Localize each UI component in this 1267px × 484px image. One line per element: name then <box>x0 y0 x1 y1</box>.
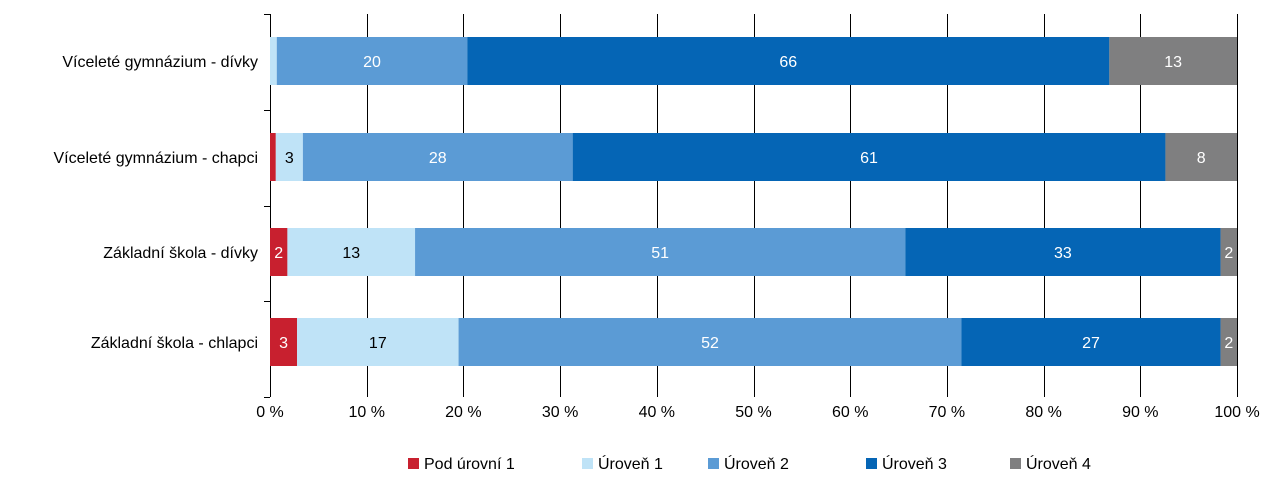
bar-segment <box>572 133 1166 181</box>
legend-label: Úroveň 2 <box>724 454 789 473</box>
bar-segment <box>961 318 1221 366</box>
bar-data-label: 2 <box>1224 245 1233 262</box>
bar-data-label: 3 <box>285 150 294 167</box>
legend-swatch <box>582 458 593 469</box>
bar-segment <box>270 37 277 85</box>
x-tick-label: 20 % <box>445 404 481 421</box>
bar-segment <box>415 228 906 276</box>
bar-data-label: 61 <box>860 150 878 167</box>
bar-segment <box>297 318 459 366</box>
legend-swatch <box>866 458 877 469</box>
x-tick-label: 0 % <box>256 404 284 421</box>
legend-swatch <box>708 458 719 469</box>
x-tick-label: 90 % <box>1122 404 1158 421</box>
bar-segment <box>905 228 1221 276</box>
legend-label: Pod úrovní 1 <box>424 456 515 473</box>
category-label: Víceleté gymnázium - chapci <box>53 150 258 167</box>
bar-segment <box>467 37 1110 85</box>
legend-label: Úroveň 4 <box>1026 454 1091 473</box>
bar-data-label: 13 <box>1164 54 1182 71</box>
category-label: Víceleté gymnázium - dívky <box>62 54 258 71</box>
bar-data-label: 20 <box>363 54 381 71</box>
x-tick-label: 30 % <box>542 404 578 421</box>
x-tick-label: 50 % <box>735 404 771 421</box>
bar-segment <box>302 133 573 181</box>
bar-data-label: 3 <box>279 335 288 352</box>
bar-segment <box>287 228 416 276</box>
bar-segment <box>270 228 288 276</box>
bar-segment <box>1109 37 1237 85</box>
bar-data-label: 66 <box>779 54 797 71</box>
category-label: Základní škola - chlapci <box>91 335 258 352</box>
bar-segment <box>275 133 303 181</box>
legend-label: Úroveň 1 <box>598 454 663 473</box>
bar-data-label: 2 <box>1224 335 1233 352</box>
bar-data-label: 27 <box>1082 335 1100 352</box>
bar-segment <box>458 318 962 366</box>
bar-segment <box>1165 133 1237 181</box>
bar-data-label: 8 <box>1197 150 1206 167</box>
bar-data-label: 17 <box>369 335 387 352</box>
category-label: Základní škola - dívky <box>103 245 258 262</box>
x-tick-label: 80 % <box>1025 404 1061 421</box>
bar-data-label: 51 <box>651 245 669 262</box>
x-tick-label: 100 % <box>1214 404 1259 421</box>
bar-data-label: 13 <box>342 245 360 262</box>
bar-data-label: 33 <box>1054 245 1072 262</box>
legend-swatch <box>1010 458 1021 469</box>
bar-segment <box>1220 228 1237 276</box>
x-tick-label: 40 % <box>639 404 675 421</box>
legend-swatch <box>408 458 419 469</box>
bar-segment <box>1220 318 1237 366</box>
bar-data-label: 2 <box>274 245 283 262</box>
bar-data-label: 28 <box>429 150 447 167</box>
x-tick-label: 60 % <box>832 404 868 421</box>
legend-label: Úroveň 3 <box>882 454 947 473</box>
x-tick-label: 10 % <box>348 404 384 421</box>
bar-segment <box>270 318 298 366</box>
bar-segment <box>270 133 276 181</box>
x-tick-label: 70 % <box>929 404 965 421</box>
bar-data-label: 52 <box>701 335 719 352</box>
bar-segment <box>276 37 468 85</box>
